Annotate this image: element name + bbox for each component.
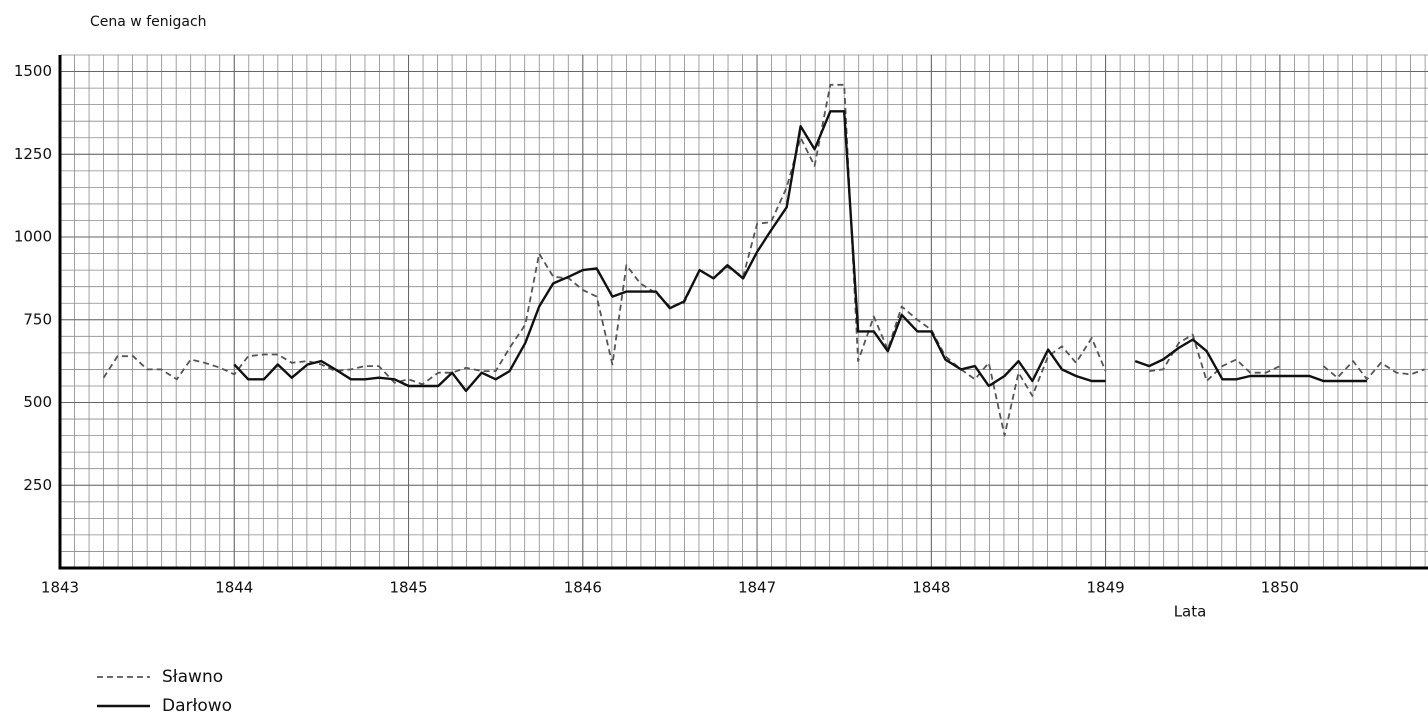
x-axis-label: Lata [1174, 603, 1207, 621]
legend-label: Sławno [162, 667, 223, 687]
y-tick-label: 1500 [14, 62, 52, 80]
legend-label: Darłowo [162, 696, 232, 716]
legend: Sławno Darłowo [97, 667, 232, 716]
y-tick-label: 1250 [14, 145, 52, 163]
x-tick-label: 1850 [1261, 579, 1299, 597]
x-tick-label: 1849 [1087, 579, 1125, 597]
x-tick-label: 1846 [564, 579, 602, 597]
y-tick-label: 1000 [14, 228, 52, 246]
y-tick-label: 250 [23, 476, 52, 494]
x-tick-label: 1845 [389, 579, 427, 597]
x-tick-label: 1848 [912, 579, 950, 597]
series-line [233, 110, 1367, 393]
x-tick-label: 1843 [41, 579, 79, 597]
x-tick-label: 1847 [738, 579, 776, 597]
y-tick-label: 750 [23, 310, 52, 328]
y-tick-label: 500 [23, 393, 52, 411]
x-tick-label: 1844 [215, 579, 253, 597]
y-axis-label: Cena w fenigach [90, 14, 207, 30]
